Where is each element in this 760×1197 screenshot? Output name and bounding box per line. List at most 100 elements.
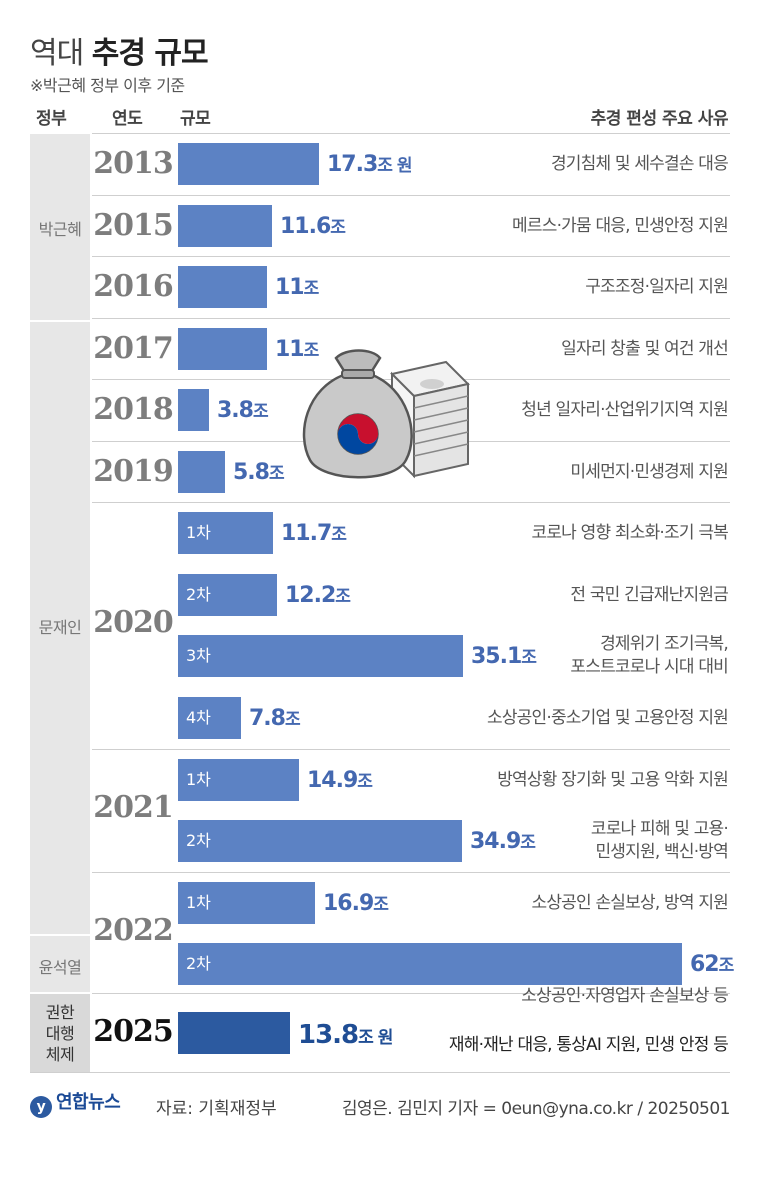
reason-line: 청년 일자리·산업위기지역 지원 xyxy=(521,399,729,420)
reason-line: 민생지원, 백신·방역 xyxy=(595,842,728,862)
reason-line: 일자리 창출 및 여건 개선 xyxy=(561,338,729,359)
reason-line: 소상공인·자영업자 손실보상 등 xyxy=(521,986,729,1006)
bar-r2021a: 1차 xyxy=(178,759,299,801)
gov-block-park xyxy=(30,134,90,320)
reason-line: 포스트코로나 시대 대비 xyxy=(570,657,728,677)
bar-r2021b: 2차 xyxy=(178,820,462,862)
value-number: 17.3 xyxy=(327,152,378,177)
bar-r2017 xyxy=(178,328,267,370)
column-header-gov: 정부 xyxy=(36,109,67,129)
value-label-r2015: 11.6조 xyxy=(280,213,346,239)
row-divider xyxy=(92,318,730,319)
bar-r2020c: 3차 xyxy=(178,635,463,677)
value-unit: 조 xyxy=(520,833,536,853)
value-number: 62 xyxy=(690,952,720,977)
value-label-r2021a: 14.9조 xyxy=(307,767,373,793)
bar-r2018 xyxy=(178,389,209,431)
gov-block-moon xyxy=(30,322,90,934)
subtitle: ※박근혜 정부 이후 기준 xyxy=(30,76,185,95)
value-label-r2017: 11조 xyxy=(275,336,320,362)
value-number: 7.8 xyxy=(249,706,286,731)
reason-r2021b: 코로나 피해 및 고용· 민생지원, 백신·방역 xyxy=(591,818,729,864)
value-unit: 조 xyxy=(252,402,269,422)
value-number: 13.8 xyxy=(298,1020,359,1050)
bar-r2019 xyxy=(178,451,225,493)
bar-round-label: 1차 xyxy=(186,770,211,789)
value-number: 35.1 xyxy=(471,644,522,669)
reason-line: 재해·재난 대응, 통상AI 지원, 민생 안정 등 xyxy=(448,1035,729,1055)
logo-text: 연합뉴스 xyxy=(56,1092,121,1113)
cash-stack-icon xyxy=(390,360,470,479)
year-label-2018: 2018 xyxy=(93,392,174,427)
row-divider xyxy=(92,872,730,873)
reason-line: 전 국민 긴급재난지원금 xyxy=(570,584,728,605)
reason-r2016: 구조조정·일자리 지원 xyxy=(585,276,729,299)
bar-round-label: 2차 xyxy=(186,954,211,973)
reason-line: 소상공인 손실보상, 방역 지원 xyxy=(531,892,729,913)
value-number: 11.6 xyxy=(280,214,331,239)
value-unit: 조 xyxy=(373,895,389,915)
row-divider xyxy=(92,749,730,750)
reason-line: 소상공인·중소기업 및 고용안정 지원 xyxy=(486,707,729,728)
reason-line: 구조조정·일자리 지원 xyxy=(585,276,729,297)
value-label-r2025: 13.8조 원 xyxy=(298,1020,393,1050)
bar-round-label: 1차 xyxy=(186,893,211,912)
bar-r2020b: 2차 xyxy=(178,574,277,616)
value-number: 12.2 xyxy=(285,583,336,608)
column-header-reason: 추경 편성 주요 사유 xyxy=(590,109,729,129)
money-bag-icon xyxy=(302,349,413,479)
bar-round-label: 4차 xyxy=(186,708,211,727)
year-label-2019: 2019 xyxy=(93,454,174,489)
value-unit: 조 xyxy=(331,525,347,545)
year-label-2017: 2017 xyxy=(93,331,174,366)
value-unit: 조 xyxy=(521,648,537,668)
gov-label-yoon: 윤석열 xyxy=(38,958,82,977)
value-unit: 조 원 xyxy=(377,156,412,176)
reason-r2019: 미세먼지·민생경제 지원 xyxy=(570,461,728,484)
value-number: 14.9 xyxy=(307,768,358,793)
gov-label-acting-line1: 권한 xyxy=(45,1003,75,1022)
reason-line: 방역상황 장기화 및 고용 악화 지원 xyxy=(497,769,729,790)
value-unit: 조 원 xyxy=(358,1028,393,1048)
page-title: 역대 추경 규모 xyxy=(30,28,209,72)
year-label-2015: 2015 xyxy=(93,208,174,243)
gov-block-acting xyxy=(30,994,90,1072)
reason-r2017: 일자리 창출 및 여건 개선 xyxy=(561,338,729,361)
bar-round-label: 3차 xyxy=(186,646,211,665)
reason-r2013: 경기침체 및 세수결손 대응 xyxy=(551,153,729,176)
bar-round-label: 1차 xyxy=(186,523,211,542)
row-divider xyxy=(92,993,730,994)
reason-r2021a: 방역상황 장기화 및 고용 악화 지원 xyxy=(497,769,729,792)
value-label-r2018: 3.8조 xyxy=(217,397,269,423)
bar-round-label: 2차 xyxy=(186,585,211,604)
value-number: 11 xyxy=(275,275,305,300)
value-number: 5.8 xyxy=(233,460,270,485)
value-label-r2020b: 12.2조 xyxy=(285,582,351,608)
bar-r2016 xyxy=(178,266,267,308)
row-divider xyxy=(92,256,730,257)
reason-line: 경제위기 조기극복, xyxy=(600,634,729,654)
value-unit: 조 xyxy=(357,772,373,792)
reason-r2020a: 코로나 영향 최소화·조기 극복 xyxy=(532,522,729,545)
value-number: 11 xyxy=(275,337,305,362)
bar-r2013 xyxy=(178,143,319,185)
year-label-2013: 2013 xyxy=(93,146,174,181)
yonhap-logo-icon: y xyxy=(30,1096,52,1118)
value-label-r2016: 11조 xyxy=(275,274,319,300)
title-bold: 추경 규모 xyxy=(91,36,209,71)
row-divider xyxy=(92,502,730,503)
value-unit: 조 xyxy=(303,341,320,361)
source-text: 자료: 기획재정부 xyxy=(156,1099,277,1119)
reason-r2020d: 소상공인·중소기업 및 고용안정 지원 xyxy=(486,707,729,730)
gov-label-moon: 문재인 xyxy=(38,618,82,637)
credit-text: 김영은. 김민지 기자 = 0eun@yna.co.kr / 20250501 xyxy=(341,1099,731,1119)
bar-r2015 xyxy=(178,205,272,247)
value-label-r2022b: 62조 xyxy=(690,951,735,977)
reason-line: 미세먼지·민생경제 지원 xyxy=(570,461,728,482)
gov-label-acting-line2: 대행 xyxy=(45,1024,75,1043)
value-unit: 조 xyxy=(718,956,735,976)
reason-r2020c: 경제위기 조기극복, 포스트코로나 시대 대비 xyxy=(570,633,728,679)
title-light: 역대 xyxy=(30,36,84,71)
value-unit: 조 xyxy=(268,464,285,484)
value-label-r2022a: 16.9조 xyxy=(323,890,389,916)
